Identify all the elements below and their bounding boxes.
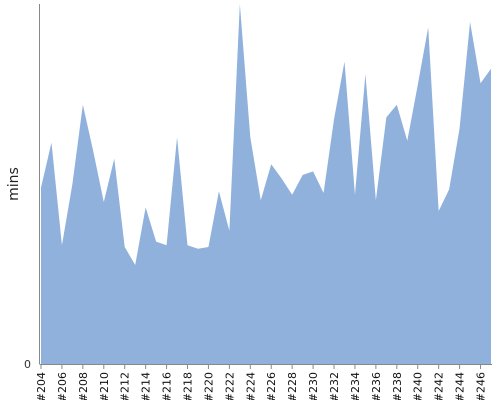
- x-tick-label: #228: [286, 372, 299, 400]
- x-tick-label: #208: [77, 372, 90, 400]
- x-tick-label: #222: [223, 372, 236, 400]
- x-tick-label: #210: [98, 372, 111, 400]
- plot-area: [41, 4, 491, 364]
- x-tick-label: #216: [161, 372, 174, 400]
- y-tick-label-0: 0: [24, 358, 31, 371]
- x-tick-label: #230: [307, 372, 320, 400]
- x-tick-label: #212: [119, 372, 132, 400]
- y-axis-label: mins: [6, 167, 22, 201]
- x-tick-label: #220: [202, 372, 215, 400]
- x-tick-label: #246: [475, 372, 488, 400]
- x-tick-label: #236: [370, 372, 383, 400]
- x-tick-label: #226: [265, 372, 278, 400]
- x-tick-label: #240: [412, 372, 425, 400]
- x-tick-label: #204: [35, 372, 48, 400]
- x-tick-label: #242: [433, 372, 446, 400]
- x-tick-group: #204 #206 #208 #210 #212 #214 #216 #218 #220 #222…: [35, 364, 488, 400]
- x-tick-label: #218: [182, 372, 195, 400]
- area-series: [41, 4, 491, 364]
- x-tick-label: #214: [140, 372, 153, 400]
- x-tick-label: #234: [349, 372, 362, 400]
- x-tick-label: #232: [328, 372, 341, 400]
- x-tick-label: #206: [56, 372, 69, 400]
- x-tick-label: #238: [391, 372, 404, 400]
- x-tick-label: #244: [454, 372, 467, 400]
- x-tick-label: #224: [244, 372, 257, 400]
